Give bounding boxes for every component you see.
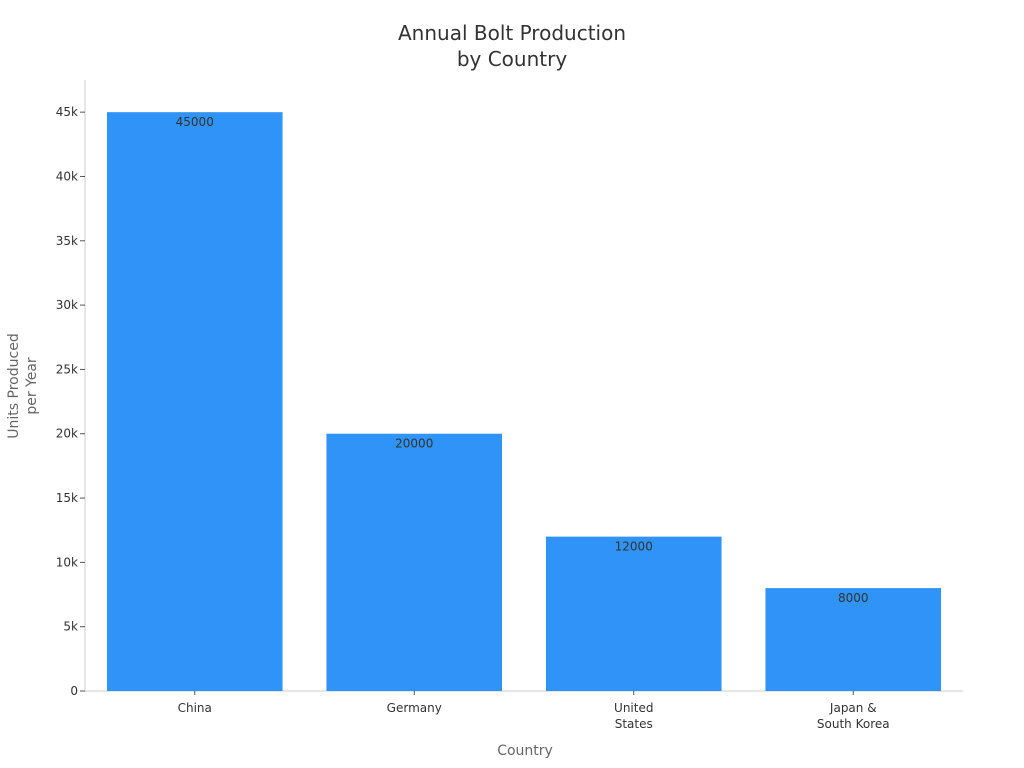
bar-value-label: 45000: [176, 115, 214, 129]
bar: [326, 433, 503, 691]
bar: [106, 112, 283, 691]
y-axis-title: Units Produced per Year: [6, 333, 40, 438]
y-tick-label: 10k: [56, 555, 78, 569]
y-tick-label: 35k: [56, 234, 78, 248]
y-tick-label: 0: [70, 684, 78, 698]
x-axis: China Germany United States Japan & South Kor…: [85, 690, 963, 731]
y-tick-label: 5k: [63, 620, 78, 634]
chart-title: Annual Bolt Production by Country: [398, 21, 626, 71]
x-axis-title: Country: [497, 743, 553, 759]
y-tick-label: 20k: [56, 427, 78, 441]
bars: [106, 112, 942, 691]
y-tick-label: 45k: [56, 105, 78, 119]
y-tick-label: 25k: [56, 362, 78, 376]
data-labels: 45000 20000 12000 8000: [176, 115, 869, 605]
x-tick-label: United States: [614, 701, 653, 731]
bar-value-label: 8000: [838, 591, 869, 605]
y-axis: 0 5k 10k 15k 20k 25k 30k 35k 40k 45k: [56, 80, 86, 698]
bar: [545, 536, 722, 691]
y-tick-label: 40k: [56, 169, 78, 183]
bar-value-label: 20000: [395, 437, 433, 451]
y-tick-label: 15k: [56, 491, 78, 505]
bar-value-label: 12000: [615, 540, 653, 554]
x-tick-label: Germany: [387, 701, 442, 715]
y-tick-label: 30k: [56, 298, 78, 312]
x-tick-label: China: [178, 701, 212, 715]
x-tick-label: Japan & South Korea: [817, 701, 890, 731]
bar: [765, 588, 942, 691]
